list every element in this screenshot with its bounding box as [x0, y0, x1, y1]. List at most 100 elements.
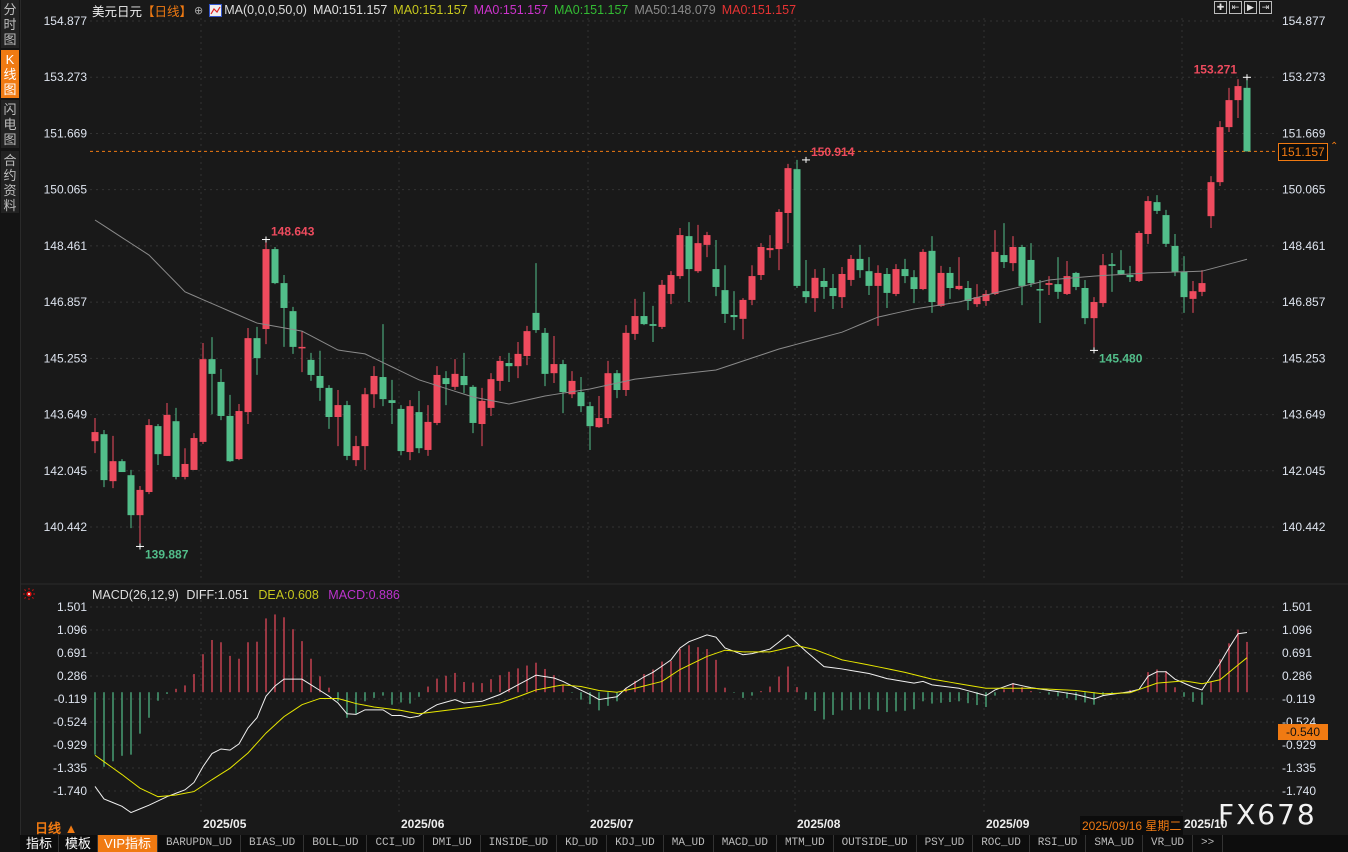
- right-price-tick: 146.857: [1282, 295, 1326, 309]
- candle-body: [847, 258, 855, 280]
- indicator-tab[interactable]: KDJ_UD: [607, 835, 664, 852]
- candle: [1198, 270, 1206, 297]
- indicator-tab[interactable]: PSY_UD: [917, 835, 974, 852]
- right-price-tick: 151.669: [1282, 126, 1326, 140]
- candle-body: [280, 283, 288, 308]
- tab-k-line-chart[interactable]: K线图: [1, 50, 19, 98]
- candle: [1180, 256, 1188, 313]
- indicator-tab[interactable]: 指标: [20, 835, 60, 852]
- candle-body: [127, 475, 135, 516]
- indicator-tab[interactable]: SMA_UD: [1086, 835, 1144, 852]
- candle-body: [199, 359, 207, 442]
- indicator-tab[interactable]: ROC_UD: [973, 835, 1030, 852]
- candle-body: [766, 248, 774, 251]
- candle: [559, 359, 567, 414]
- candle-body: [604, 373, 612, 419]
- indicator-tab[interactable]: VR_UD: [1143, 835, 1194, 852]
- candle-body: [1000, 255, 1008, 263]
- period-badge: 【日线】: [142, 4, 193, 19]
- indicator-tab[interactable]: BARUPDN_UD: [158, 835, 242, 852]
- tab-contract-info[interactable]: 合约资料: [1, 151, 19, 213]
- period-selector[interactable]: 日线 ▲: [35, 821, 78, 836]
- macd-series: [94, 614, 1248, 814]
- symbol-title: 美元日元: [92, 4, 143, 19]
- indicator-tab[interactable]: CCI_UD: [367, 835, 425, 852]
- indicator-tab[interactable]: INSIDE_UD: [481, 835, 558, 852]
- right-macd-tick: -0.929: [1282, 738, 1316, 752]
- crosshair-target-icon[interactable]: ⊕: [194, 4, 204, 17]
- macd-settings-icon[interactable]: [23, 588, 35, 600]
- candle-body: [838, 273, 846, 298]
- candle-body: [577, 392, 585, 407]
- right-price-tick: 153.273: [1282, 70, 1326, 84]
- tab-time-chart[interactable]: 分时图: [1, 0, 19, 48]
- indicator-tab[interactable]: KD_UD: [557, 835, 608, 852]
- candle-body: [1216, 127, 1224, 183]
- ma50-series: [94, 219, 1248, 405]
- candle: [919, 249, 927, 291]
- watermark-logo: FX678: [1218, 798, 1317, 831]
- right-macd-tick: 1.096: [1282, 623, 1312, 637]
- crosshair-icon[interactable]: ✚: [1214, 1, 1227, 14]
- indicator-tab[interactable]: DMI_UD: [424, 835, 481, 852]
- candle: [640, 291, 648, 326]
- indicator-tab[interactable]: OUTSIDE_UD: [834, 835, 917, 852]
- left-price-tick: 148.461: [44, 239, 88, 253]
- candle: [1144, 196, 1152, 244]
- left-price-tick: 140.442: [44, 520, 88, 534]
- low-price-label: 139.887: [145, 547, 189, 561]
- candle: [748, 265, 756, 306]
- left-price-tick: 151.669: [44, 126, 88, 140]
- indicator-tab[interactable]: >>: [1193, 835, 1224, 852]
- candle: [892, 264, 900, 297]
- view-sidebar: 分时图 K线图 闪电图 合约资料: [0, 0, 21, 852]
- candle: [523, 325, 531, 366]
- candle: [514, 341, 522, 379]
- candle-body: [559, 364, 567, 393]
- candle: [136, 486, 144, 547]
- play-forward-icon[interactable]: ▶: [1244, 1, 1257, 14]
- candle: [208, 337, 216, 415]
- candle-body: [424, 421, 432, 450]
- candle-body: [1153, 202, 1161, 211]
- candle-body: [496, 360, 504, 381]
- indicator-name[interactable]: MA(0,0,0,50,0): [224, 3, 307, 17]
- indicator-tab[interactable]: MACD_UD: [714, 835, 777, 852]
- candle-body: [910, 277, 918, 290]
- high-price-label: 148.643: [271, 225, 315, 239]
- candle-body: [568, 380, 576, 395]
- candle-body: [946, 272, 954, 289]
- zoom-fit-icon[interactable]: ⇤: [1229, 1, 1242, 14]
- cursor-date-label: 2025/09/16 星期二: [1080, 816, 1184, 835]
- chevron-up-icon[interactable]: ⌃: [1330, 141, 1339, 152]
- candle-body: [1225, 100, 1233, 128]
- candle-body: [1189, 291, 1197, 299]
- indicator-tab[interactable]: MTM_UD: [777, 835, 834, 852]
- indicator-tab[interactable]: 模板: [59, 835, 99, 852]
- candle: [487, 373, 495, 416]
- indicator-chart-icon[interactable]: [209, 3, 223, 17]
- low-price-label: 145.480: [1099, 351, 1143, 365]
- candle-body: [865, 271, 873, 286]
- left-price-tick: 142.045: [44, 464, 88, 478]
- right-price-tick: 142.045: [1282, 464, 1326, 478]
- diff-line: [94, 632, 1248, 814]
- indicator-tab[interactable]: BIAS_UD: [241, 835, 305, 852]
- candle: [1153, 195, 1161, 215]
- indicator-tab[interactable]: MA_UD: [664, 835, 714, 852]
- candle: [775, 209, 783, 271]
- indicator-tab[interactable]: VIP指标: [98, 835, 158, 852]
- candle-body: [820, 280, 828, 287]
- candle: [541, 327, 549, 387]
- candle: [244, 327, 252, 425]
- tab-flash-chart[interactable]: 闪电图: [1, 100, 19, 148]
- indicator-tab[interactable]: BOLL_UD: [304, 835, 368, 852]
- left-price-tick: 154.877: [44, 14, 88, 28]
- indicator-tab[interactable]: RSI_UD: [1030, 835, 1087, 852]
- left-macd-tick: 0.691: [57, 646, 87, 660]
- candle-body: [622, 332, 630, 391]
- exit-right-icon[interactable]: ⇥: [1259, 1, 1272, 14]
- candle-body: [892, 269, 900, 294]
- candlestick-series: [91, 77, 1251, 547]
